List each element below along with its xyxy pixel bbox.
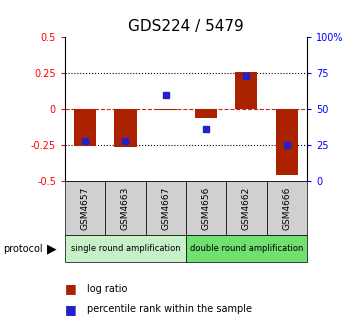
Text: log ratio: log ratio <box>87 284 127 294</box>
Text: GSM4663: GSM4663 <box>121 186 130 230</box>
FancyBboxPatch shape <box>65 181 105 235</box>
Text: GSM4667: GSM4667 <box>161 186 170 230</box>
FancyBboxPatch shape <box>226 181 266 235</box>
Text: double round amplification: double round amplification <box>190 244 303 253</box>
Bar <box>155 109 177 110</box>
FancyBboxPatch shape <box>186 181 226 235</box>
FancyBboxPatch shape <box>145 181 186 235</box>
FancyBboxPatch shape <box>65 235 186 262</box>
Text: single round amplification: single round amplification <box>71 244 180 253</box>
Text: percentile rank within the sample: percentile rank within the sample <box>87 304 252 314</box>
Text: ■: ■ <box>65 283 77 295</box>
Text: protocol: protocol <box>4 244 43 254</box>
Bar <box>114 109 136 148</box>
Bar <box>275 109 298 175</box>
Bar <box>235 72 257 109</box>
FancyBboxPatch shape <box>186 235 307 262</box>
Text: ■: ■ <box>65 303 77 316</box>
Bar <box>74 109 96 146</box>
Text: GSM4662: GSM4662 <box>242 187 251 230</box>
Bar <box>195 109 217 118</box>
Title: GDS224 / 5479: GDS224 / 5479 <box>128 19 244 34</box>
Text: ▶: ▶ <box>47 242 57 255</box>
FancyBboxPatch shape <box>266 181 307 235</box>
Text: GSM4657: GSM4657 <box>81 186 90 230</box>
FancyBboxPatch shape <box>105 181 145 235</box>
Text: GSM4656: GSM4656 <box>201 186 210 230</box>
Text: GSM4666: GSM4666 <box>282 186 291 230</box>
